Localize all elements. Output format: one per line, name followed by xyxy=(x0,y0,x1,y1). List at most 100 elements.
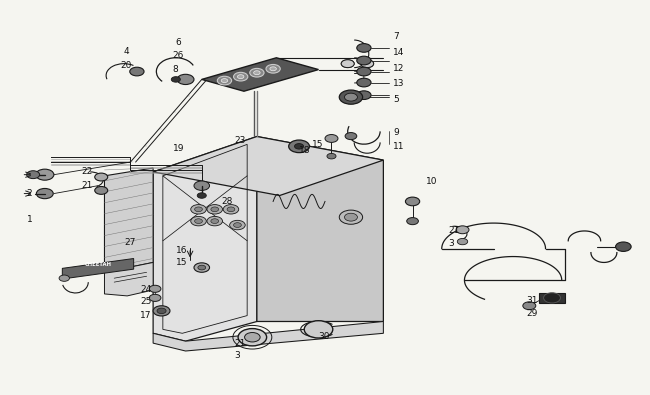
Text: 22: 22 xyxy=(82,167,93,177)
Text: 2: 2 xyxy=(27,189,32,198)
Text: 12: 12 xyxy=(393,64,404,73)
Circle shape xyxy=(95,173,108,181)
Circle shape xyxy=(250,68,264,77)
Polygon shape xyxy=(153,322,384,351)
Text: 28: 28 xyxy=(221,197,233,206)
Circle shape xyxy=(456,226,469,234)
Text: 14: 14 xyxy=(393,48,404,57)
Text: 3: 3 xyxy=(234,351,240,360)
Circle shape xyxy=(238,329,266,346)
Text: 21: 21 xyxy=(234,339,246,348)
Circle shape xyxy=(327,153,336,159)
Circle shape xyxy=(153,306,170,316)
Circle shape xyxy=(406,197,420,206)
Text: 3: 3 xyxy=(448,239,454,248)
Circle shape xyxy=(211,219,218,224)
Text: 6: 6 xyxy=(176,38,181,47)
Circle shape xyxy=(407,218,419,225)
Circle shape xyxy=(217,76,231,85)
Circle shape xyxy=(341,60,354,68)
Text: 16: 16 xyxy=(176,246,187,255)
Circle shape xyxy=(543,293,560,303)
Text: 8: 8 xyxy=(173,65,178,74)
Circle shape xyxy=(357,91,371,100)
Polygon shape xyxy=(202,58,318,91)
Circle shape xyxy=(266,64,280,73)
Circle shape xyxy=(357,43,371,52)
Polygon shape xyxy=(105,168,153,272)
Text: 4: 4 xyxy=(124,47,129,56)
Circle shape xyxy=(227,207,235,212)
Text: 31: 31 xyxy=(526,296,538,305)
Circle shape xyxy=(194,181,209,190)
Circle shape xyxy=(616,242,631,252)
Circle shape xyxy=(339,90,363,104)
Text: 18: 18 xyxy=(299,146,311,155)
Circle shape xyxy=(325,135,338,142)
Circle shape xyxy=(197,193,206,198)
Text: 29: 29 xyxy=(526,309,538,318)
Circle shape xyxy=(339,210,363,224)
Circle shape xyxy=(523,302,536,310)
Circle shape xyxy=(27,171,40,179)
Circle shape xyxy=(294,143,304,149)
Circle shape xyxy=(361,60,374,68)
Circle shape xyxy=(221,79,228,83)
Polygon shape xyxy=(153,137,257,341)
Text: 26: 26 xyxy=(173,51,184,60)
Circle shape xyxy=(270,67,276,71)
Circle shape xyxy=(458,239,468,245)
Circle shape xyxy=(194,207,202,212)
Circle shape xyxy=(36,169,54,180)
Text: 23: 23 xyxy=(234,136,246,145)
Circle shape xyxy=(177,74,194,85)
Circle shape xyxy=(150,285,161,292)
Text: 15: 15 xyxy=(176,258,187,267)
Circle shape xyxy=(207,205,222,214)
Polygon shape xyxy=(62,258,134,279)
Circle shape xyxy=(304,321,333,338)
Text: 1: 1 xyxy=(27,214,32,224)
Text: 13: 13 xyxy=(393,79,404,88)
Text: 5: 5 xyxy=(393,94,399,103)
Circle shape xyxy=(233,223,241,228)
Text: 21: 21 xyxy=(82,181,93,190)
Circle shape xyxy=(357,67,371,76)
Text: 7: 7 xyxy=(393,32,399,41)
Circle shape xyxy=(211,207,218,212)
Text: 10: 10 xyxy=(426,177,437,186)
Circle shape xyxy=(344,213,358,221)
Circle shape xyxy=(190,216,206,226)
Polygon shape xyxy=(153,137,384,196)
Circle shape xyxy=(172,77,180,82)
Text: 19: 19 xyxy=(173,144,184,153)
Circle shape xyxy=(244,333,260,342)
Polygon shape xyxy=(105,262,153,296)
Text: 20: 20 xyxy=(121,61,132,70)
Circle shape xyxy=(345,133,357,140)
Text: 27: 27 xyxy=(124,238,135,247)
Circle shape xyxy=(95,186,108,194)
Circle shape xyxy=(237,75,244,79)
Text: 15: 15 xyxy=(312,140,324,149)
Circle shape xyxy=(36,188,53,199)
Circle shape xyxy=(341,60,354,68)
Polygon shape xyxy=(257,137,384,322)
Text: 17: 17 xyxy=(140,311,151,320)
Circle shape xyxy=(289,140,309,152)
Circle shape xyxy=(190,205,206,214)
Text: 25: 25 xyxy=(140,297,151,306)
Circle shape xyxy=(194,263,209,272)
Text: 30: 30 xyxy=(318,331,330,340)
Circle shape xyxy=(254,71,260,75)
Text: 9: 9 xyxy=(393,128,399,137)
Text: CHEETAH: CHEETAH xyxy=(84,261,112,267)
Circle shape xyxy=(194,219,202,224)
Circle shape xyxy=(223,205,239,214)
Text: 24: 24 xyxy=(140,286,151,295)
Circle shape xyxy=(344,93,358,101)
Circle shape xyxy=(357,56,371,65)
Circle shape xyxy=(150,294,161,301)
Polygon shape xyxy=(539,293,565,303)
Text: 11: 11 xyxy=(393,142,404,151)
